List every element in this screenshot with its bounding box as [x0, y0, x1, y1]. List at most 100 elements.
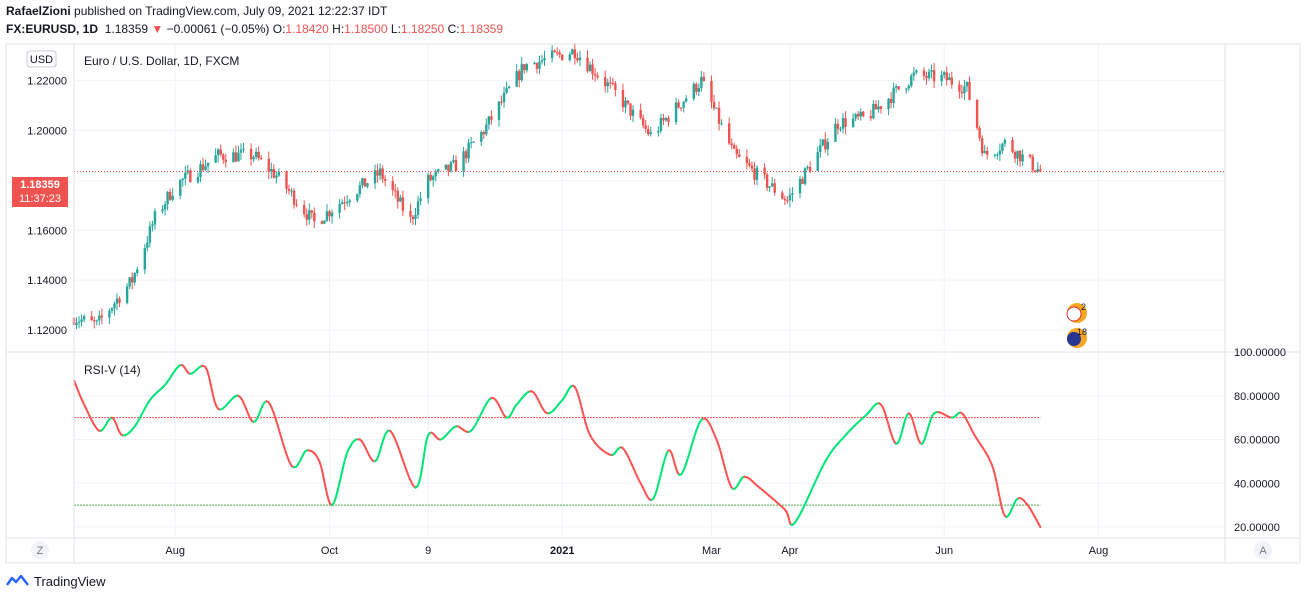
up-candle [153, 208, 157, 230]
candle-body [889, 98, 893, 103]
candle-body [378, 168, 382, 176]
up-candle [214, 148, 217, 163]
auto-scale-button[interactable]: A [1254, 541, 1272, 559]
open-label: O: [272, 22, 286, 36]
candle-body [409, 210, 412, 217]
up-candle [356, 193, 359, 203]
down-candle [889, 92, 893, 109]
rsi-segment [999, 500, 1003, 509]
price-tick-label: 1.14000 [27, 275, 67, 287]
candle-body [394, 190, 397, 192]
up-candle [204, 159, 207, 171]
candle-body [320, 221, 324, 224]
down-candle [558, 49, 561, 59]
candle-body [626, 100, 630, 104]
candle-body [340, 202, 344, 205]
candle-body [125, 286, 129, 303]
up-candle [346, 195, 349, 207]
up-candle [819, 138, 822, 158]
rsi-segment [422, 445, 427, 457]
candle-body [485, 124, 488, 135]
down-candle [717, 101, 721, 131]
up-candle [239, 143, 243, 161]
candle-body [533, 62, 536, 65]
candle-body [469, 142, 473, 144]
candle-body [275, 175, 278, 178]
up-candle [206, 162, 210, 173]
down-candle [968, 76, 971, 101]
zoom-button[interactable]: Z [31, 541, 49, 559]
currency-badge-frame[interactable] [26, 50, 57, 68]
tradingview-brand[interactable]: TradingView [6, 573, 106, 589]
candle-body [272, 169, 276, 178]
time-tick-label: 9 [425, 545, 431, 557]
candle-body [783, 198, 787, 201]
down-candle [1034, 170, 1037, 173]
rsi-segment [273, 413, 279, 425]
candle-body [285, 171, 288, 189]
rsi-tick-label: 40.00000 [1234, 478, 1280, 490]
candle-body [181, 178, 184, 180]
rsi-segment [342, 456, 347, 467]
candle-body [874, 103, 878, 110]
rsi-segment [279, 432, 285, 446]
up-candle [1016, 150, 1019, 166]
candle-body [249, 148, 253, 160]
down-candle [1011, 137, 1014, 154]
up-candle [965, 81, 969, 92]
candle-body [836, 123, 840, 129]
candle-body [252, 157, 255, 160]
rsi-segment [380, 437, 385, 445]
rsi-axis[interactable]: 20.00000 40.00000 60.00000 80.00000 100.0000… [1234, 347, 1286, 534]
candle-body [1018, 150, 1022, 162]
up-candle [110, 307, 114, 314]
candle-body [75, 322, 78, 326]
up-candle [472, 141, 475, 143]
time-tick-label: Mar [702, 545, 721, 557]
down-candle [259, 154, 263, 161]
rsi-segment [582, 415, 587, 425]
publish-header: RafaelZioni published on TradingView.com… [6, 4, 387, 18]
up-candle [232, 148, 235, 163]
candle-body [925, 75, 928, 79]
candle-body [518, 71, 521, 81]
up-candle [834, 117, 837, 142]
down-candle [234, 145, 238, 163]
time-tick-label: Aug [165, 545, 185, 557]
rsi-segment [661, 457, 666, 468]
rsi-tick-label: 20.00000 [1234, 522, 1280, 534]
author-name[interactable]: RafaelZioni [6, 4, 71, 18]
event-badge-us[interactable]: 2 [1066, 302, 1087, 323]
candle-body [222, 154, 225, 160]
up-candle [146, 235, 149, 252]
candle-body [975, 99, 979, 128]
time-axis[interactable]: Aug Oct 9 2021 Mar Apr Jun Aug [165, 545, 1108, 557]
currency-badge[interactable]: USD [30, 54, 53, 66]
candle-body [839, 128, 842, 130]
event-badge-eu[interactable]: 18 [1067, 327, 1087, 348]
down-candle [710, 75, 713, 109]
rsi-segment [210, 387, 215, 397]
up-candle [515, 63, 518, 88]
candle-body [727, 123, 731, 144]
candle-body [259, 158, 263, 160]
down-candle [978, 125, 981, 142]
candle-body [940, 74, 943, 82]
rsi-segment [695, 422, 701, 432]
price-tick-label: 1.22000 [27, 76, 67, 88]
candle-body [113, 303, 116, 309]
candle-body [819, 145, 822, 153]
candle-body [641, 117, 645, 126]
up-candle [444, 164, 448, 171]
rsi-segment [395, 440, 401, 452]
up-candle [325, 204, 329, 223]
candle-body [95, 320, 98, 322]
down-candle [394, 183, 397, 199]
candle-body [629, 103, 632, 116]
candle-body [184, 172, 187, 179]
candle-body [480, 132, 483, 142]
candle-body [454, 160, 458, 172]
down-candle [753, 162, 756, 185]
candle-body [948, 77, 951, 81]
